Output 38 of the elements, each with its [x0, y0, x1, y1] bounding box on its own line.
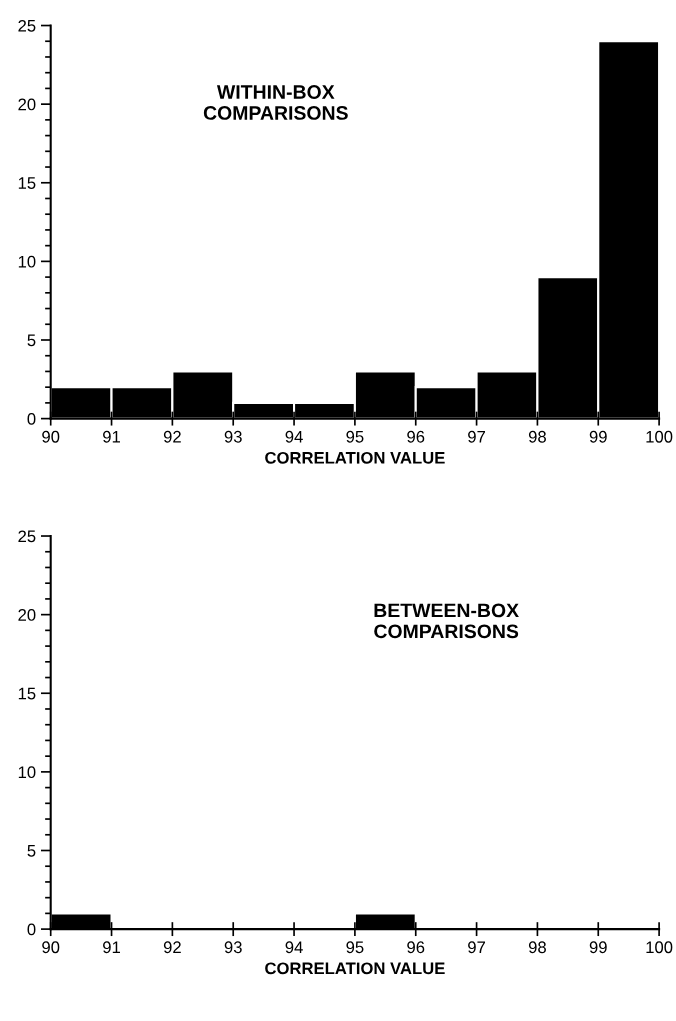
y-tick-label: 10 — [18, 766, 36, 779]
x-tick-label: 90 — [42, 430, 60, 443]
annotation: BETWEEN-BOX COMPARISONS — [374, 603, 519, 639]
y-tick-label: 5 — [27, 845, 36, 857]
x-tick-label: 96 — [407, 941, 425, 954]
y-tick-label: 20 — [18, 609, 36, 621]
y-tick-label: 25 — [18, 19, 36, 32]
x-tick-label: 95 — [346, 941, 364, 954]
x-tick-label: 94 — [285, 941, 303, 954]
x-tick-label: 97 — [468, 941, 486, 954]
x-tick-label: 92 — [163, 941, 181, 954]
x-tick-label: 92 — [163, 430, 181, 443]
y-tick-label: 20 — [18, 98, 36, 111]
y-tick-label: 0 — [27, 923, 36, 936]
x-tick-label: 97 — [468, 430, 486, 443]
x-tick-label: 100 — [646, 941, 673, 954]
x-tick-label: 95 — [346, 430, 364, 443]
x-tick-label: 90 — [42, 941, 60, 954]
y-tick-label: 10 — [18, 255, 36, 268]
x-tick-label: 91 — [103, 430, 120, 443]
y-tick-label: 15 — [18, 687, 36, 700]
y-tick-label: 25 — [18, 530, 36, 543]
x-axis-title: CORRELATION VALUE — [265, 962, 445, 975]
x-tick-label: 98 — [528, 430, 546, 443]
x-tick-label: 91 — [103, 941, 120, 954]
x-tick-label: 94 — [285, 430, 303, 443]
annotation: WITHIN-BOX COMPARISONS — [203, 85, 348, 120]
x-tick-label: 98 — [528, 941, 546, 954]
x-tick-label: 99 — [589, 430, 607, 443]
x-tick-label: 96 — [407, 430, 425, 443]
x-tick-label: 93 — [224, 941, 242, 954]
x-axis-title: CORRELATION VALUE — [265, 451, 445, 464]
x-tick-label: 93 — [224, 430, 242, 443]
x-tick-label: 100 — [646, 430, 673, 443]
y-tick-label: 0 — [27, 413, 36, 425]
y-tick-label: 5 — [27, 334, 36, 347]
x-tick-label: 99 — [589, 941, 607, 954]
y-tick-label: 15 — [18, 177, 36, 189]
